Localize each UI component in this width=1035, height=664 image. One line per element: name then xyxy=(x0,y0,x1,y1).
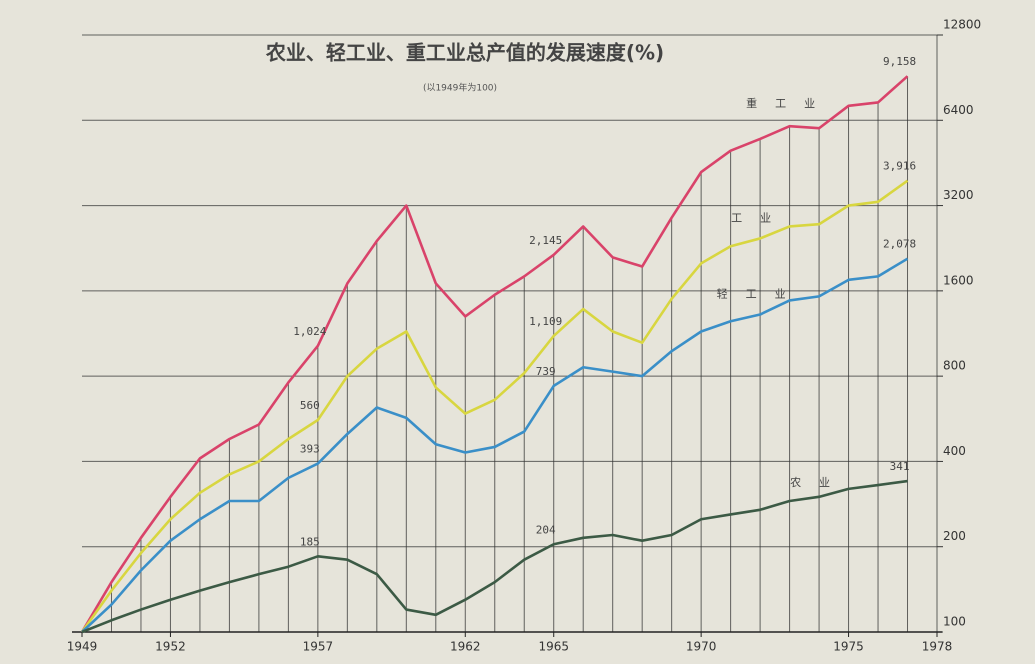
value-label: 2,078 xyxy=(883,238,916,251)
value-label: 739 xyxy=(536,365,556,378)
x-tick-label: 1970 xyxy=(686,640,717,654)
series-line xyxy=(80,179,909,633)
x-tick-label: 1965 xyxy=(538,640,569,654)
value-label: 3,916 xyxy=(883,160,916,173)
x-tick-label: 1975 xyxy=(833,640,864,654)
series-name: 农业 xyxy=(790,475,848,489)
y-tick-label: 3200 xyxy=(943,188,974,202)
y-tick-label: 200 xyxy=(943,529,966,543)
y-tick-label: 6400 xyxy=(943,103,974,117)
x-tick-label: 1949 xyxy=(67,640,98,654)
value-label: 393 xyxy=(300,443,320,456)
series-name: 工业 xyxy=(731,211,789,224)
series-line xyxy=(80,75,909,633)
value-label: 560 xyxy=(300,399,320,412)
chart-subtitle: (以1949年为100) xyxy=(423,82,497,94)
value-label: 185 xyxy=(300,535,320,548)
series-line xyxy=(81,257,909,633)
x-tick-label: 1962 xyxy=(450,640,481,654)
series-name: 重工业 xyxy=(746,96,833,110)
y-tick-label: 400 xyxy=(943,444,966,458)
value-label: 1,109 xyxy=(529,315,562,328)
value-label: 204 xyxy=(536,523,556,536)
value-label: 2,145 xyxy=(529,234,562,247)
x-tick-label: 1957 xyxy=(303,640,334,654)
x-tick-label: 1978 xyxy=(922,640,953,654)
y-tick-label: 12800 xyxy=(943,18,981,32)
x-tick-label: 1952 xyxy=(155,640,186,654)
series-line xyxy=(81,479,908,634)
series-name: 轻工业 xyxy=(717,287,804,301)
y-tick-label: 1600 xyxy=(943,273,974,287)
y-tick-label: 800 xyxy=(943,359,966,373)
value-label: 9,158 xyxy=(883,55,916,68)
value-label: 341 xyxy=(890,460,910,473)
y-tick-label: 100 xyxy=(943,615,966,629)
chart-title: 农业、轻工业、重工业总产值的发展速度(%) xyxy=(265,41,664,65)
value-label: 1,024 xyxy=(293,325,326,338)
